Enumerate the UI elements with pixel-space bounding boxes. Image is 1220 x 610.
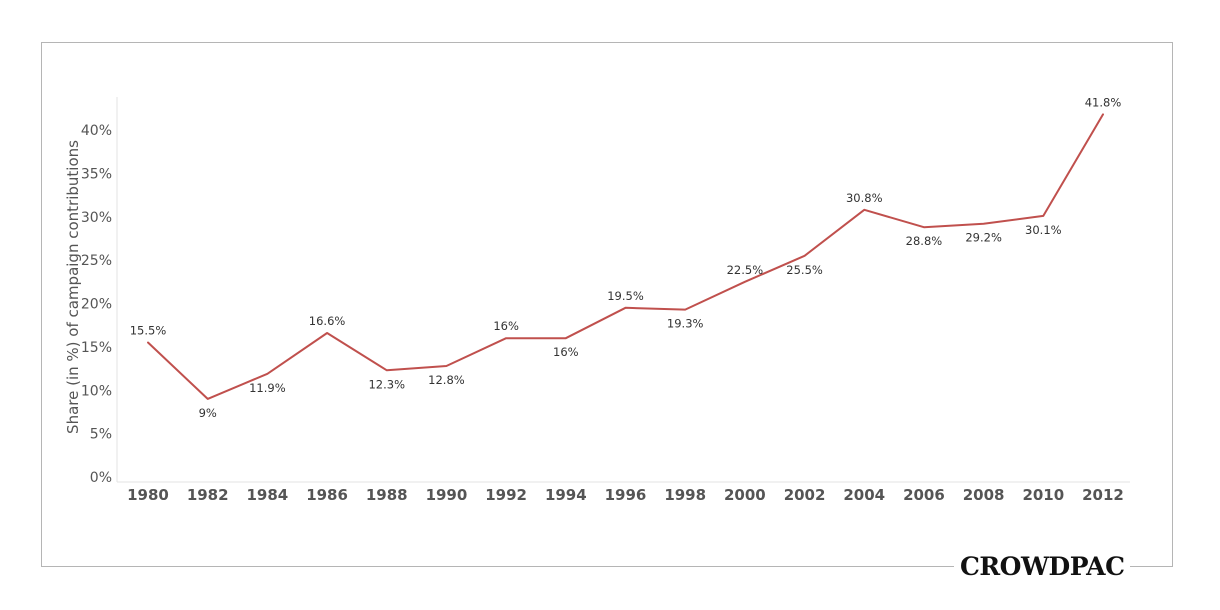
y-tick-label: 40% [81,123,112,139]
x-tick-label: 2006 [903,486,945,504]
data-label: 11.9% [249,381,286,395]
series-layer [147,113,1104,400]
data-labels: 15.5% 9% 11.9% 16.6% 12.3% 12.8% 16% 16% 19.5% 19… [130,95,1122,420]
x-tick-label: 1984 [247,486,289,504]
x-tick-label: 1990 [426,486,468,504]
series-line [147,113,1104,400]
y-tick-label: 30% [81,210,112,226]
data-label: 9% [199,406,217,420]
x-tick-label: 1988 [366,486,408,504]
x-tick-label: 1986 [306,486,348,504]
x-tick-label: 1994 [545,486,587,504]
data-label: 12.8% [428,373,465,387]
x-tick-label: 2008 [963,486,1005,504]
x-tick-label: 2000 [724,486,766,504]
crowdpac-logo: CROWDPAC [954,550,1131,584]
x-tick-label: 2012 [1082,486,1124,504]
y-tick-label: 20% [81,297,112,313]
data-label: 19.3% [667,317,704,331]
data-label: 30.8% [846,191,883,205]
chart-frame [41,42,1173,567]
data-label: 16% [493,319,519,333]
x-tick-label: 1980 [127,486,169,504]
y-tick-label: 5% [90,427,112,443]
data-label: 12.3% [368,377,405,391]
data-label: 41.8% [1085,95,1122,109]
x-tick-label: 1996 [605,486,647,504]
y-axis-ticks: 0% 5% 10% 15% 20% 25% 30% 35% 40% [81,123,112,486]
y-tick-label: 10% [81,383,112,399]
x-tick-label: 2004 [843,486,885,504]
x-tick-label: 1982 [187,486,229,504]
y-tick-label: 25% [81,253,112,269]
data-label: 28.8% [906,234,943,248]
x-tick-label: 2002 [784,486,826,504]
data-label: 25.5% [786,263,823,277]
y-tick-label: 15% [81,340,112,356]
data-label: 15.5% [130,324,167,338]
x-tick-label: 2010 [1022,486,1064,504]
data-label: 16% [553,345,579,359]
x-axis-ticks: 1980 1982 1984 1986 1988 1990 1992 1994 1996 1998… [127,486,1124,504]
data-label: 30.1% [1025,223,1062,237]
axes [116,97,1130,483]
data-label: 19.5% [607,289,644,303]
x-tick-label: 1992 [485,486,527,504]
y-tick-label: 35% [81,166,112,182]
y-tick-label: 0% [90,470,112,486]
data-label: 29.2% [965,231,1002,245]
data-label: 16.6% [309,314,346,328]
x-tick-label: 1998 [664,486,706,504]
data-label: 22.5% [727,263,764,277]
y-axis-title: Share (in %) of campaign contributions [64,140,82,434]
